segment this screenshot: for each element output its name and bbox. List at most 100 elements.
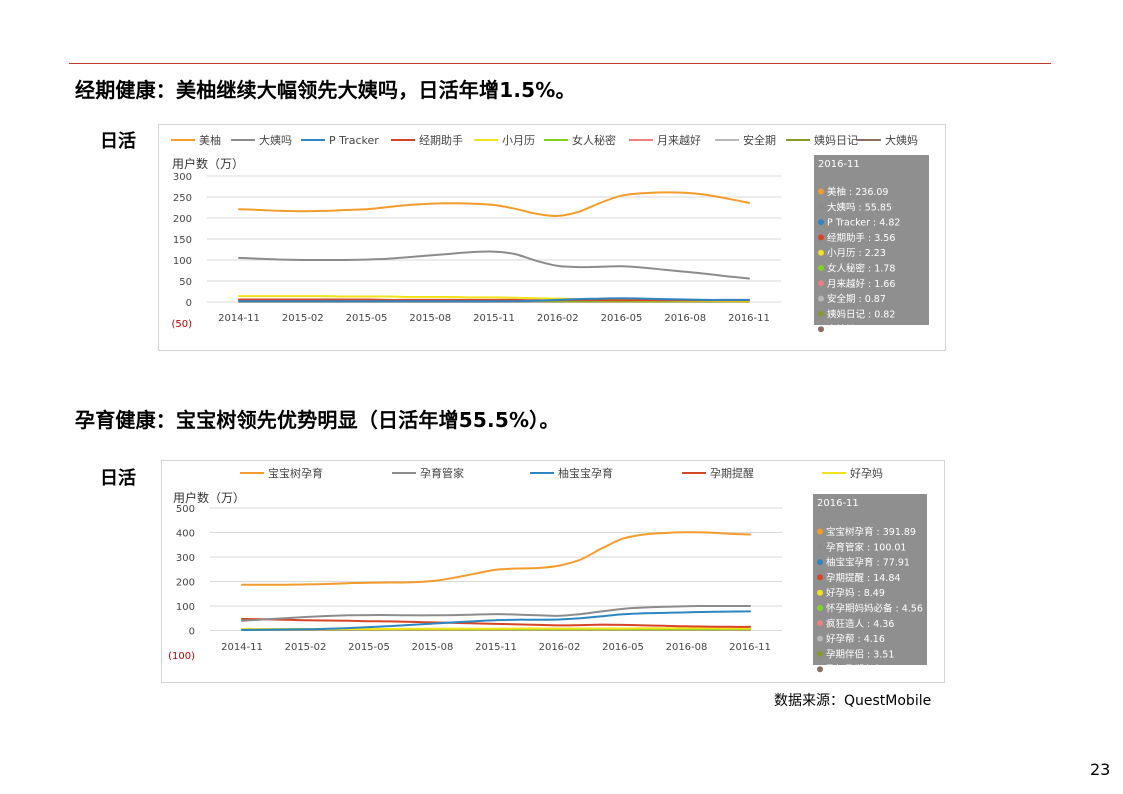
y-tick-label: 50: [179, 277, 192, 288]
tooltip-row: 疯狂造人 : 4.36: [826, 618, 894, 630]
series-line-P Tracker: [238, 297, 750, 303]
series-line-宝宝树孕育: [241, 531, 751, 586]
legend-label: 安全期: [743, 133, 776, 147]
tooltip-dot: [818, 295, 824, 302]
y-tick-label: 250: [173, 193, 192, 204]
tooltip-row: 姨妈日记 : 0.82: [827, 308, 895, 320]
tooltip-row: 经期助手 : 3.56: [827, 232, 895, 244]
series-line-孕期提醒: [241, 618, 751, 628]
y-tick-label: 300: [176, 553, 195, 564]
x-tick-label: 2016-02: [539, 642, 581, 653]
x-tick-label: 2016-05: [601, 313, 643, 324]
series-line-经期助手: [238, 298, 750, 302]
x-tick-label: 2016-05: [602, 642, 644, 653]
y-tick-label: (100): [168, 651, 195, 662]
series-line-美柚: [238, 191, 750, 217]
tooltip-dot: [817, 543, 823, 550]
tooltip-dot: [818, 203, 824, 210]
tooltip-dot: [817, 666, 823, 673]
tooltip-dot: [817, 620, 823, 627]
tooltip-dot: [818, 310, 824, 317]
tooltip-dot: [818, 326, 824, 333]
y-tick-label: 100: [176, 602, 195, 613]
legend-label: 宝宝树孕育: [268, 466, 323, 480]
x-tick-label: 2015-05: [346, 313, 388, 324]
tooltip-row: P Tracker : 4.82: [827, 218, 900, 229]
legend-label: 女人秘密: [572, 133, 616, 147]
legend-label: 小月历: [502, 134, 535, 147]
tooltip-dot: [818, 234, 824, 241]
legend-label: P Tracker: [329, 134, 379, 147]
tooltip-dot: [817, 528, 823, 535]
section-heading-pregnancy: 孕育健康：宝宝树领先优势明显（日活年增55.5%）。: [75, 408, 560, 432]
x-tick-label: 2016-02: [537, 313, 579, 324]
legend-label: 姨妈日记: [814, 133, 858, 147]
legend-label: 美柚: [199, 133, 221, 147]
tooltip-row: 宝宝树孕育 : 391.89: [826, 526, 916, 538]
chart-panel-pregnancy: 用户数（万） 500 400 300 200 100 0 (100) 2014-11 2015-0…: [161, 460, 945, 683]
x-tick-label: 2016-08: [664, 313, 706, 324]
tooltip-box: [813, 494, 927, 665]
tooltip-row: 好孕妈 : 8.49: [826, 587, 885, 599]
data-source-note: 数据来源：QuestMobile: [774, 693, 932, 709]
y-tick-label: 0: [189, 627, 195, 638]
tooltip-row: 孕期伴侣 : 3.51: [826, 648, 894, 660]
tooltip-row: 柚宝宝孕育 : 77.91: [826, 557, 910, 569]
tooltip-row: 美柚 : 236.09: [827, 186, 888, 198]
tooltip-row: 孕妇孕期必备 : 3.25: [826, 664, 913, 676]
x-tick-label: 2016-11: [729, 642, 771, 653]
y-tick-label: 300: [173, 172, 192, 183]
tooltip-row: 女人秘密 : 1.78: [827, 263, 895, 275]
tooltip-row: 孕期提醒 : 14.84: [826, 572, 900, 584]
x-tick-label: 2015-08: [412, 642, 454, 653]
tooltip-dot: [818, 219, 824, 226]
x-tick-label: 2015-08: [409, 313, 451, 324]
tooltip-row: 小月历 : 2.23: [827, 248, 886, 259]
y-axis-title: 用户数（万）: [172, 156, 244, 171]
tooltip-dot: [818, 249, 824, 256]
page-number: 23: [1090, 760, 1111, 779]
tooltip-dot: [817, 574, 823, 581]
tooltip-row: 好孕帮 : 4.16: [826, 633, 885, 645]
series-line-大姨吗: [238, 250, 750, 280]
legend-label: 大姨吗: [259, 133, 292, 147]
line-chart-svg: 用户数（万）500 400 300 200 100 0 (100) 2014-11 2015-0…: [168, 466, 927, 676]
dau-label-pregnancy: 日活: [100, 468, 136, 489]
legend-label: 大姨妈: [885, 133, 918, 147]
legend-label: 孕育管家: [420, 466, 464, 480]
y-tick-label: 400: [176, 529, 195, 540]
x-tick-label: 2016-08: [666, 642, 708, 653]
tooltip-row: 大姨吗 : 55.85: [827, 201, 892, 213]
dau-label-menstrual: 日活: [100, 131, 136, 152]
series-line-孕育管家: [241, 605, 751, 622]
tooltip-title: 2016-11: [818, 159, 860, 170]
tooltip-row: 怀孕期妈妈必备 : 4.56: [826, 603, 923, 615]
tooltip-dot: [817, 559, 823, 566]
y-tick-label: 200: [173, 214, 192, 225]
x-tick-label: 2015-11: [473, 313, 515, 324]
tooltip-row: 大姨妈 : 0.36: [827, 324, 886, 336]
legend-label: 经期助手: [419, 133, 463, 147]
tooltip-box: [814, 155, 929, 325]
legend-label: 柚宝宝孕育: [558, 466, 613, 480]
y-tick-label: 500: [176, 504, 195, 515]
tooltip-dot: [818, 188, 824, 195]
y-tick-label: 100: [173, 256, 192, 267]
x-tick-label: 2014-11: [218, 313, 260, 324]
y-axis-title: 用户数（万）: [173, 490, 245, 505]
x-tick-label: 2014-11: [221, 642, 263, 653]
tooltip-row: 安全期 : 0.87: [827, 293, 886, 305]
legend-label: 好孕妈: [850, 466, 883, 480]
tooltip-title: 2016-11: [817, 498, 859, 509]
y-tick-label: 150: [173, 235, 192, 246]
series-line-柚宝宝孕育: [241, 610, 751, 631]
x-tick-label: 2016-11: [728, 313, 770, 324]
y-tick-label: 200: [176, 578, 195, 589]
x-tick-label: 2015-05: [348, 642, 390, 653]
tooltip-dot: [817, 650, 823, 657]
legend-label: 月来越好: [657, 133, 701, 147]
tooltip-row: 月来越好 : 1.66: [827, 278, 895, 290]
tooltip-dot: [818, 265, 824, 271]
tooltip-dot: [818, 280, 824, 287]
y-tick-label: 0: [186, 298, 192, 309]
